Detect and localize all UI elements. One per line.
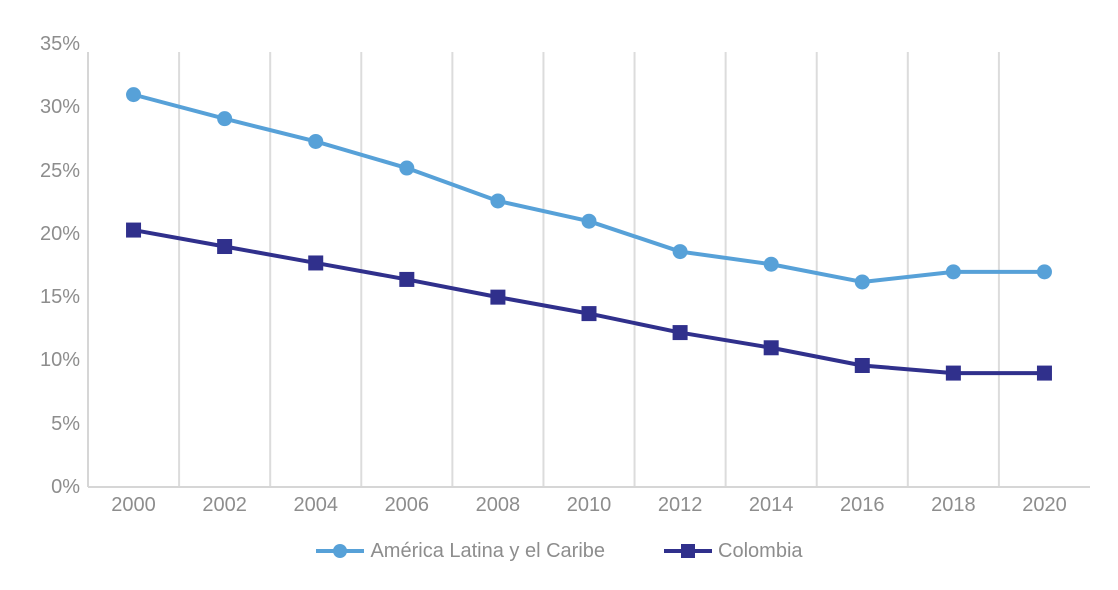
x-axis-tick-label: 2014 xyxy=(748,494,794,516)
x-axis-tick-label: 2006 xyxy=(384,494,430,516)
y-axis-tick-label: 10% xyxy=(39,349,80,372)
data-point-marker-colombia xyxy=(854,357,870,373)
legend-line-circle-marker-icon xyxy=(316,544,365,558)
data-point-marker-colombia xyxy=(308,255,324,271)
x-axis-tick-label: 2010 xyxy=(566,494,612,516)
data-point-marker-colombia xyxy=(399,271,415,287)
y-axis-tick-label: 20% xyxy=(39,222,80,245)
data-point-marker-colombia xyxy=(672,325,688,341)
x-axis-tick-label: 2016 xyxy=(840,494,885,516)
legend-label: América Latina y el Caribe xyxy=(370,540,606,562)
legend-label: Colombia xyxy=(718,540,803,562)
legend-line-square-marker-icon xyxy=(664,544,713,558)
data-point-marker-america-latina-y-el-caribe xyxy=(399,160,415,176)
data-point-marker-america-latina-y-el-caribe xyxy=(763,256,779,272)
data-point-marker-colombia xyxy=(763,340,779,356)
x-axis-tick-label: 2004 xyxy=(293,494,338,516)
data-point-marker-america-latina-y-el-caribe xyxy=(945,264,961,280)
data-point-marker-america-latina-y-el-caribe xyxy=(126,87,142,103)
legend-item-colombia: Colombia xyxy=(663,539,803,563)
x-axis-tick-label: 2020 xyxy=(1022,494,1067,516)
data-point-marker-colombia xyxy=(217,239,233,255)
data-point-marker-america-latina-y-el-caribe xyxy=(581,213,597,229)
data-point-marker-colombia xyxy=(1036,365,1052,381)
y-axis-tick-label: 30% xyxy=(39,96,80,119)
data-point-marker-colombia xyxy=(490,289,506,305)
data-point-marker-colombia xyxy=(126,222,142,238)
x-axis-tick-label: 2002 xyxy=(202,494,247,516)
x-axis-tick-label: 2008 xyxy=(475,494,521,516)
data-point-marker-america-latina-y-el-caribe xyxy=(854,274,870,290)
y-axis-tick-label: 35% xyxy=(39,33,80,55)
y-axis-tick-label: 15% xyxy=(39,286,80,309)
data-point-marker-america-latina-y-el-caribe xyxy=(672,244,688,260)
data-point-marker-america-latina-y-el-caribe xyxy=(490,193,506,209)
y-axis-tick-label: 0% xyxy=(51,476,80,498)
legend-item-america-latina-y-el-caribe: América Latina y el Caribe xyxy=(315,539,605,563)
data-point-marker-america-latina-y-el-caribe xyxy=(217,111,233,127)
x-axis-tick-label: 2018 xyxy=(931,494,976,516)
data-point-marker-america-latina-y-el-caribe xyxy=(1036,264,1052,280)
x-axis-tick-label: 2012 xyxy=(657,494,703,516)
y-axis-tick-label: 25% xyxy=(39,159,80,182)
legend: América Latina y el Caribe Colombia xyxy=(0,539,1118,563)
x-axis-tick-label: 2000 xyxy=(111,494,156,516)
y-axis-tick-label: 5% xyxy=(51,412,80,435)
data-point-marker-colombia xyxy=(581,306,597,322)
data-point-marker-colombia xyxy=(945,365,961,381)
data-point-marker-america-latina-y-el-caribe xyxy=(308,133,324,149)
